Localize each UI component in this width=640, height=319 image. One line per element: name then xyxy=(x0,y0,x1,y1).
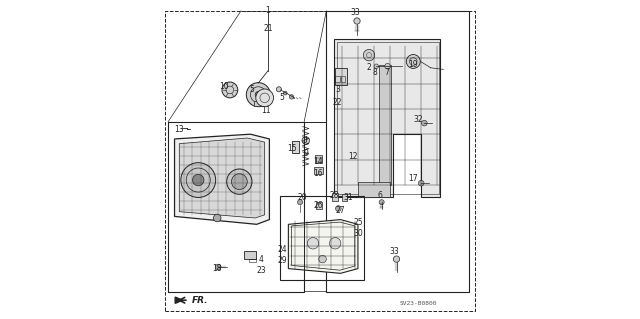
Text: 9: 9 xyxy=(303,149,308,158)
Bar xyxy=(342,194,347,201)
Polygon shape xyxy=(289,219,358,273)
Circle shape xyxy=(246,83,270,107)
Text: 7: 7 xyxy=(384,68,389,77)
Circle shape xyxy=(213,214,221,222)
Text: 8: 8 xyxy=(373,68,378,77)
Circle shape xyxy=(255,92,262,98)
Circle shape xyxy=(307,238,319,249)
Text: SV23-B0800: SV23-B0800 xyxy=(399,301,436,306)
Text: 12: 12 xyxy=(348,152,358,161)
Bar xyxy=(249,259,256,262)
Text: FR.: FR. xyxy=(192,296,209,305)
Circle shape xyxy=(364,49,374,61)
Polygon shape xyxy=(175,134,269,224)
Circle shape xyxy=(379,200,384,205)
Circle shape xyxy=(298,200,303,205)
Bar xyxy=(244,251,256,259)
Circle shape xyxy=(330,238,341,249)
Polygon shape xyxy=(334,39,440,197)
Circle shape xyxy=(256,89,273,107)
Bar xyxy=(378,65,391,185)
Circle shape xyxy=(232,174,247,189)
Circle shape xyxy=(335,206,341,211)
Circle shape xyxy=(222,82,238,98)
Circle shape xyxy=(215,264,221,270)
Circle shape xyxy=(385,63,390,69)
Polygon shape xyxy=(175,297,182,303)
Text: 18: 18 xyxy=(212,264,222,273)
Text: 25: 25 xyxy=(353,218,363,227)
Bar xyxy=(316,158,321,162)
Bar xyxy=(348,154,354,157)
Bar xyxy=(316,202,321,209)
Text: 31: 31 xyxy=(344,193,353,202)
Bar xyxy=(280,196,364,280)
Circle shape xyxy=(302,137,310,144)
Circle shape xyxy=(193,174,204,186)
Text: 20: 20 xyxy=(298,193,307,202)
Circle shape xyxy=(394,256,400,262)
Text: 3: 3 xyxy=(335,85,340,94)
Circle shape xyxy=(374,64,378,69)
Circle shape xyxy=(354,18,360,24)
Text: 11: 11 xyxy=(262,106,271,115)
Bar xyxy=(340,76,345,82)
Polygon shape xyxy=(179,138,265,218)
Circle shape xyxy=(422,120,427,126)
Bar xyxy=(253,101,263,106)
Text: 19: 19 xyxy=(408,60,418,69)
Text: 23: 23 xyxy=(257,266,266,275)
Bar xyxy=(314,167,323,174)
Text: 24: 24 xyxy=(277,245,287,254)
Text: 29: 29 xyxy=(277,256,287,265)
Bar xyxy=(347,152,355,158)
Text: 22: 22 xyxy=(333,98,342,107)
Circle shape xyxy=(406,55,420,69)
Text: 10: 10 xyxy=(219,82,228,91)
Bar xyxy=(335,68,347,85)
Circle shape xyxy=(289,95,294,99)
Circle shape xyxy=(227,169,252,194)
Text: 17: 17 xyxy=(408,174,418,183)
Text: 33: 33 xyxy=(350,8,360,17)
Text: 28: 28 xyxy=(330,191,339,200)
Text: 5: 5 xyxy=(250,85,255,94)
Bar xyxy=(358,182,390,197)
Bar xyxy=(335,76,340,82)
Text: 5: 5 xyxy=(280,93,285,102)
Text: 15: 15 xyxy=(287,144,296,153)
Text: 6: 6 xyxy=(378,191,383,200)
Text: 14: 14 xyxy=(314,157,323,166)
Circle shape xyxy=(319,255,326,263)
Circle shape xyxy=(276,87,282,92)
Bar xyxy=(332,193,338,201)
Text: 1: 1 xyxy=(266,6,270,15)
Bar xyxy=(292,141,300,153)
Bar xyxy=(316,155,322,163)
Text: 4: 4 xyxy=(259,255,264,263)
Text: 13: 13 xyxy=(175,125,184,134)
Circle shape xyxy=(419,180,424,186)
Text: 33: 33 xyxy=(389,247,399,256)
Text: 21: 21 xyxy=(263,24,273,33)
Text: 27: 27 xyxy=(336,206,346,215)
Text: 16: 16 xyxy=(314,169,323,178)
Circle shape xyxy=(181,163,216,197)
Text: 32: 32 xyxy=(413,115,423,124)
Text: 2: 2 xyxy=(367,63,371,72)
Text: 30: 30 xyxy=(353,229,363,238)
Circle shape xyxy=(284,91,287,95)
Text: 26: 26 xyxy=(314,201,323,210)
